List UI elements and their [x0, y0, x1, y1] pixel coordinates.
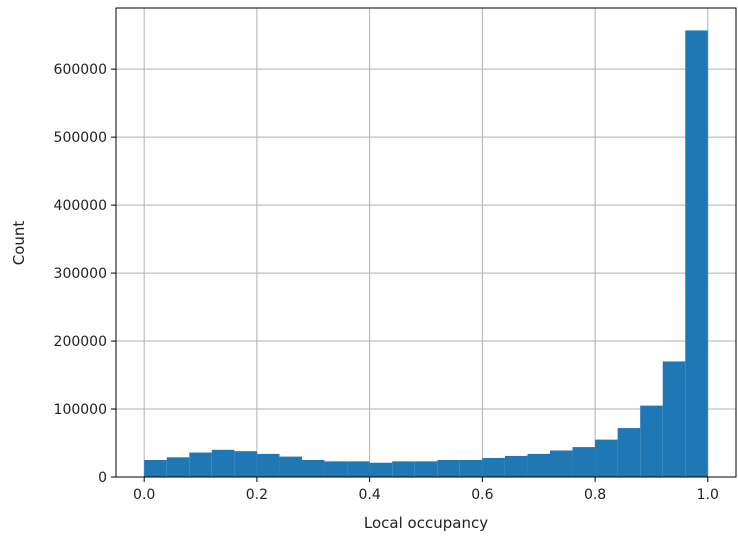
- y-tick-label: 200000: [54, 334, 107, 350]
- x-tick-label: 0.6: [471, 487, 493, 503]
- y-tick-label: 600000: [54, 62, 107, 78]
- histogram-bar: [302, 460, 325, 477]
- histogram-bar: [347, 461, 370, 477]
- y-tick-label: 100000: [54, 402, 107, 418]
- histogram-bar: [189, 452, 212, 477]
- histogram-bar: [234, 451, 257, 477]
- histogram-bar: [504, 455, 528, 477]
- histogram-bar: [211, 449, 235, 477]
- plot-frame: [115, 7, 737, 478]
- histogram-bar: [550, 450, 573, 477]
- x-axis-title: Local occupancy: [364, 514, 488, 532]
- histogram-bar: [369, 462, 393, 477]
- y-tick-label: 400000: [54, 198, 107, 214]
- x-tick-label: 1.0: [697, 487, 719, 503]
- histogram-bar: [617, 428, 641, 477]
- histogram-bars: [144, 30, 708, 478]
- histogram-bar: [527, 453, 550, 477]
- histogram-bar: [459, 460, 483, 477]
- axis-ticks: 0.0 0.2 0.4 0.6 0.8 1.0 0 100000 200000 300000 400…: [54, 62, 719, 503]
- y-tick-label: 500000: [54, 130, 107, 146]
- histogram-bar: [437, 460, 460, 477]
- histogram-bar: [414, 461, 438, 477]
- histogram-bar: [685, 30, 708, 478]
- histogram-bar: [662, 361, 686, 477]
- x-tick-label: 0.8: [584, 487, 606, 503]
- histogram-bar: [166, 457, 190, 477]
- histogram-bar: [572, 447, 596, 477]
- histogram-bar: [392, 461, 415, 477]
- histogram-bar: [482, 457, 505, 477]
- y-tick-label: 0: [98, 470, 107, 486]
- y-axis-title: Count: [10, 221, 28, 266]
- x-tick-label: 0.2: [246, 487, 268, 503]
- histogram-bar: [144, 460, 167, 477]
- histogram-bar: [279, 456, 302, 477]
- histogram-bar: [256, 453, 280, 477]
- x-tick-label: 0.0: [133, 487, 155, 503]
- x-tick-label: 0.4: [359, 487, 381, 503]
- histogram-bar: [595, 439, 618, 477]
- histogram-bar: [640, 405, 663, 477]
- y-tick-label: 300000: [54, 266, 107, 282]
- histogram-bar: [324, 461, 348, 477]
